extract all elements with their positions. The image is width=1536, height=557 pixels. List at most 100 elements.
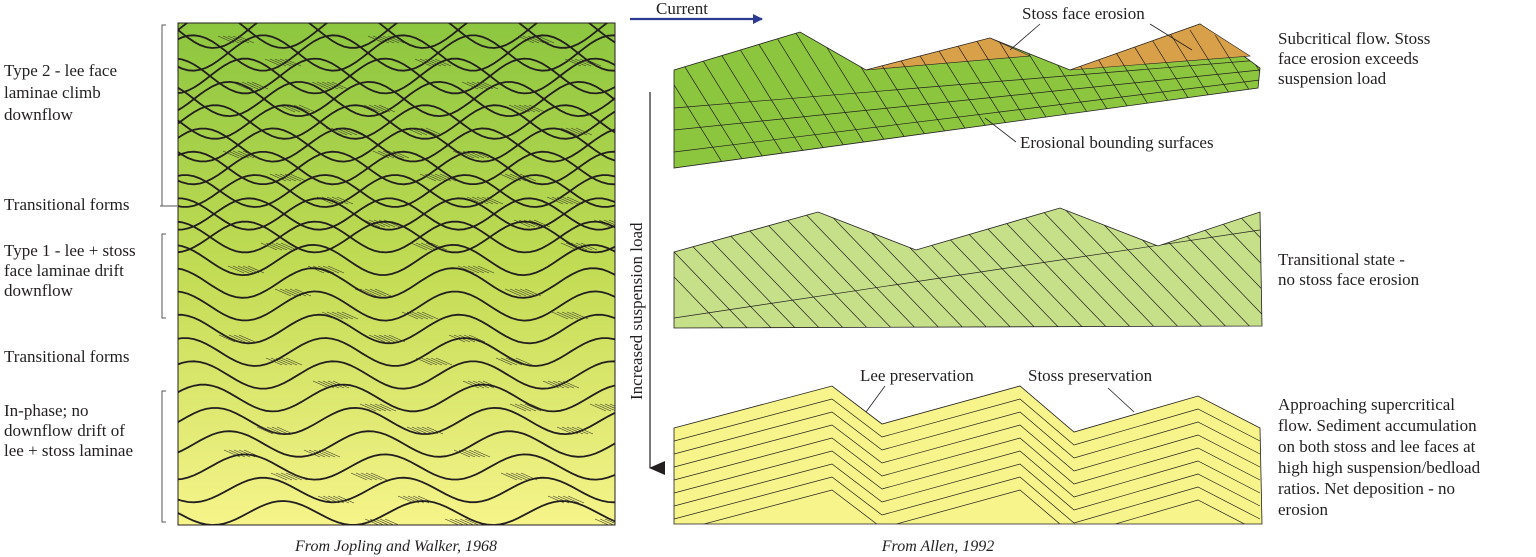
ripple-line (178, 197, 615, 231)
lamina-hatch (271, 426, 289, 435)
ripple-line (178, 313, 615, 345)
desc-transitional: Transitional state - no stoss face erosi… (1278, 250, 1420, 289)
ripple-line (178, 104, 615, 140)
lamina-hatch (571, 426, 589, 435)
lamina-line (1223, 208, 1262, 328)
lamina-hatch (546, 196, 564, 205)
lamina-hatch (523, 104, 541, 113)
lamina-hatch (374, 288, 392, 297)
lamina-hatch (364, 403, 382, 412)
lamina-hatch (477, 265, 495, 274)
lamina-hatch (284, 173, 302, 182)
lamina-hatch (227, 35, 245, 44)
ripple-line (178, 220, 615, 254)
lamina-hatch (514, 288, 532, 297)
lamina-hatch (552, 380, 570, 389)
lamina-line (674, 69, 1260, 131)
ripple-line (178, 360, 615, 390)
lamina-line (674, 411, 1261, 459)
lamina-hatch (326, 81, 344, 90)
lamina-hatch (401, 311, 419, 320)
lamina-hatch (285, 472, 303, 481)
ripple-line (178, 150, 615, 186)
lamina-hatch (284, 58, 302, 67)
lamina-hatch (566, 426, 584, 435)
lamina-hatch (466, 196, 484, 205)
lamina-hatch (228, 334, 246, 343)
lamina-hatch (341, 311, 359, 320)
lamina-hatch (424, 173, 442, 182)
lamina-hatch (434, 58, 452, 67)
lamina-hatch (326, 311, 344, 320)
lamina-hatch (373, 104, 391, 113)
lamina-hatch (458, 449, 476, 458)
callout-stoss-leader-2 (1149, 23, 1193, 51)
lamina-hatch (317, 265, 335, 274)
lamina-hatch (280, 472, 298, 481)
lamina-hatch (369, 288, 387, 297)
lamina-hatch (579, 58, 597, 67)
bracket-type2 (161, 24, 166, 207)
ripple-line (178, 80, 615, 118)
ripple-line (178, 243, 615, 277)
lamina-hatch (576, 426, 594, 435)
lamina-hatch (285, 357, 303, 366)
lamina-hatch (370, 472, 388, 481)
lamina-line (1007, 208, 1139, 328)
lamina-hatch (373, 334, 391, 343)
lamina-hatch (373, 219, 391, 228)
lamina-hatch (561, 311, 579, 320)
lamina-hatch (561, 196, 579, 205)
lamina-hatch (384, 518, 400, 525)
lamina-hatch (505, 472, 523, 481)
lamina-hatch (378, 334, 396, 343)
lamina-hatch (420, 242, 438, 251)
lamina-hatch (453, 449, 471, 458)
lamina-hatch (439, 173, 457, 182)
lamina-hatch (247, 265, 265, 274)
lamina-hatch (464, 518, 480, 525)
lamina-hatch (471, 81, 489, 90)
label-type2: Type 2 - lee face laminae climb downflow (4, 61, 121, 124)
lamina-hatch (514, 403, 532, 412)
lamina-hatch (425, 357, 443, 366)
label-inphase: In-phase; no downflow drift of lee + sto… (4, 401, 133, 460)
lamina-hatch (365, 472, 383, 481)
lamina-hatch (416, 426, 434, 435)
ripple-line (178, 406, 615, 436)
subcritical-diagram (673, 23, 1261, 169)
ripple-line (178, 500, 615, 525)
lamina-hatch (580, 242, 598, 251)
lamina-hatch (473, 449, 491, 458)
lamina-hatch (256, 426, 274, 435)
lamina-hatch (509, 288, 527, 297)
lamina-hatch (557, 380, 575, 389)
lamina-hatch (435, 357, 453, 366)
ripple-line (178, 127, 615, 163)
current-label: Current (656, 0, 708, 18)
suspension-label: Increased suspension load (627, 222, 646, 400)
lamina-hatch (318, 449, 336, 458)
lamina-hatch (280, 242, 298, 251)
lamina-hatch (411, 311, 429, 320)
lamina-hatch (509, 173, 527, 182)
lamina-hatch (379, 518, 395, 525)
lamina-hatch (471, 196, 489, 205)
bracket-type1 (161, 233, 166, 319)
lamina-hatch (542, 380, 560, 389)
lamina-hatch (429, 173, 447, 182)
lamina-hatch (594, 403, 612, 412)
lamina-hatch (364, 288, 382, 297)
lamina-hatch (513, 104, 531, 113)
lamina-hatch (303, 449, 321, 458)
lamina-hatch (374, 518, 390, 525)
lamina-hatch (237, 150, 255, 159)
lamina-hatch (603, 219, 615, 226)
lamina-hatch (323, 449, 341, 458)
lamina-hatch (307, 265, 325, 274)
lamina-hatch (322, 495, 340, 504)
callout-erosional-bounding: Erosional bounding surfaces (1020, 133, 1214, 152)
callout-stoss-preservation: Stoss preservation (1028, 366, 1153, 385)
lamina-hatch (406, 311, 424, 320)
lamina-hatch (463, 449, 481, 458)
